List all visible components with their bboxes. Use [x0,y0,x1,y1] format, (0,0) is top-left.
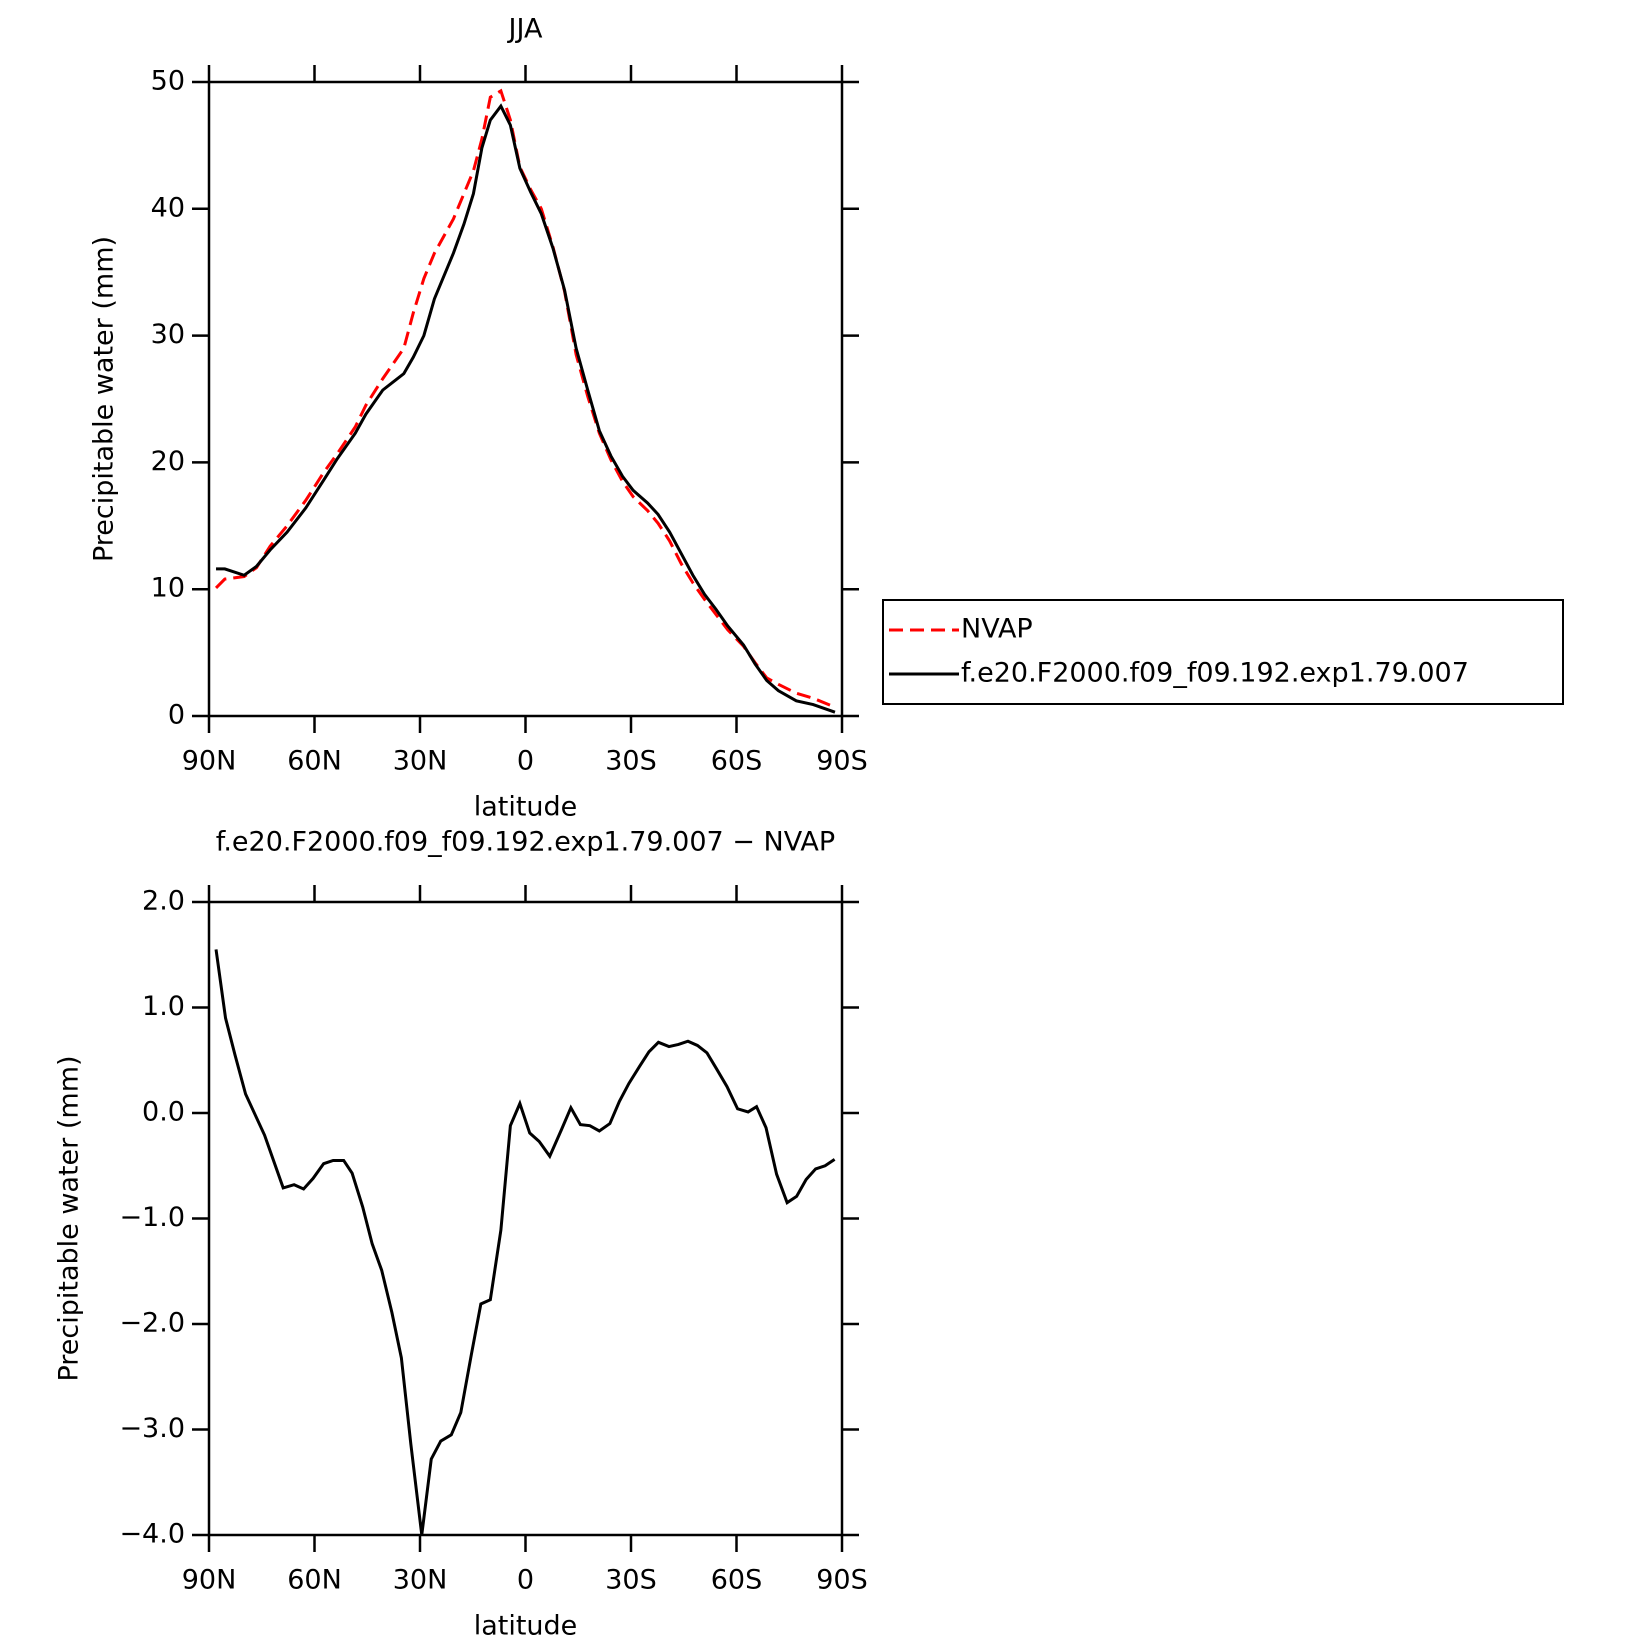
y-tick-label: −1.0 [119,1202,185,1233]
x-tick-label: 90N [182,746,237,777]
y-tick-label: 50 [151,66,185,97]
x-tick-label: 0 [517,1565,534,1596]
y-tick-label: 20 [151,446,185,477]
plot-frame [207,80,844,718]
chart-title: f.e20.F2000.f09_f09.192.exp1.79.007 − NV… [216,827,835,858]
series-line [214,949,836,1536]
legend-box [882,599,1564,705]
chart-title: JJA [507,14,543,45]
x-axis-label: latitude [474,792,578,823]
x-tick-label: 30S [605,1565,657,1596]
x-tick-label: 60N [287,746,342,777]
y-axis-label: Precipitable water (mm) [54,1055,85,1381]
y-tick-label: 30 [151,319,185,350]
x-tick-label: 60S [711,746,763,777]
x-tick-label: 30N [393,746,448,777]
y-axis-label: Precipitable water (mm) [89,236,120,562]
x-axis-label: latitude [474,1611,578,1641]
y-tick-label: 10 [151,573,185,604]
x-tick-label: 90N [182,1565,237,1596]
plot-frame [207,900,844,1537]
y-tick-label: 2.0 [142,886,185,917]
series-line [216,103,836,714]
x-tick-label: 60N [287,1565,342,1596]
x-tick-label: 30N [393,1565,448,1596]
x-tick-label: 0 [517,746,534,777]
y-tick-label: −4.0 [119,1519,185,1550]
x-tick-label: 30S [605,746,657,777]
x-tick-label: 60S [711,1565,763,1596]
legend-label: f.e20.F2000.f09_f09.192.exp1.79.007 [961,658,1469,689]
y-tick-label: 0.0 [142,1097,185,1128]
y-tick-label: 0 [168,700,185,731]
y-tick-label: 40 [151,192,185,223]
legend-label: NVAP [961,614,1033,645]
y-tick-label: −3.0 [119,1413,185,1444]
y-tick-label: −2.0 [119,1308,185,1339]
y-tick-label: 1.0 [142,991,185,1022]
x-tick-label: 90S [816,746,868,777]
x-tick-label: 90S [816,1565,868,1596]
